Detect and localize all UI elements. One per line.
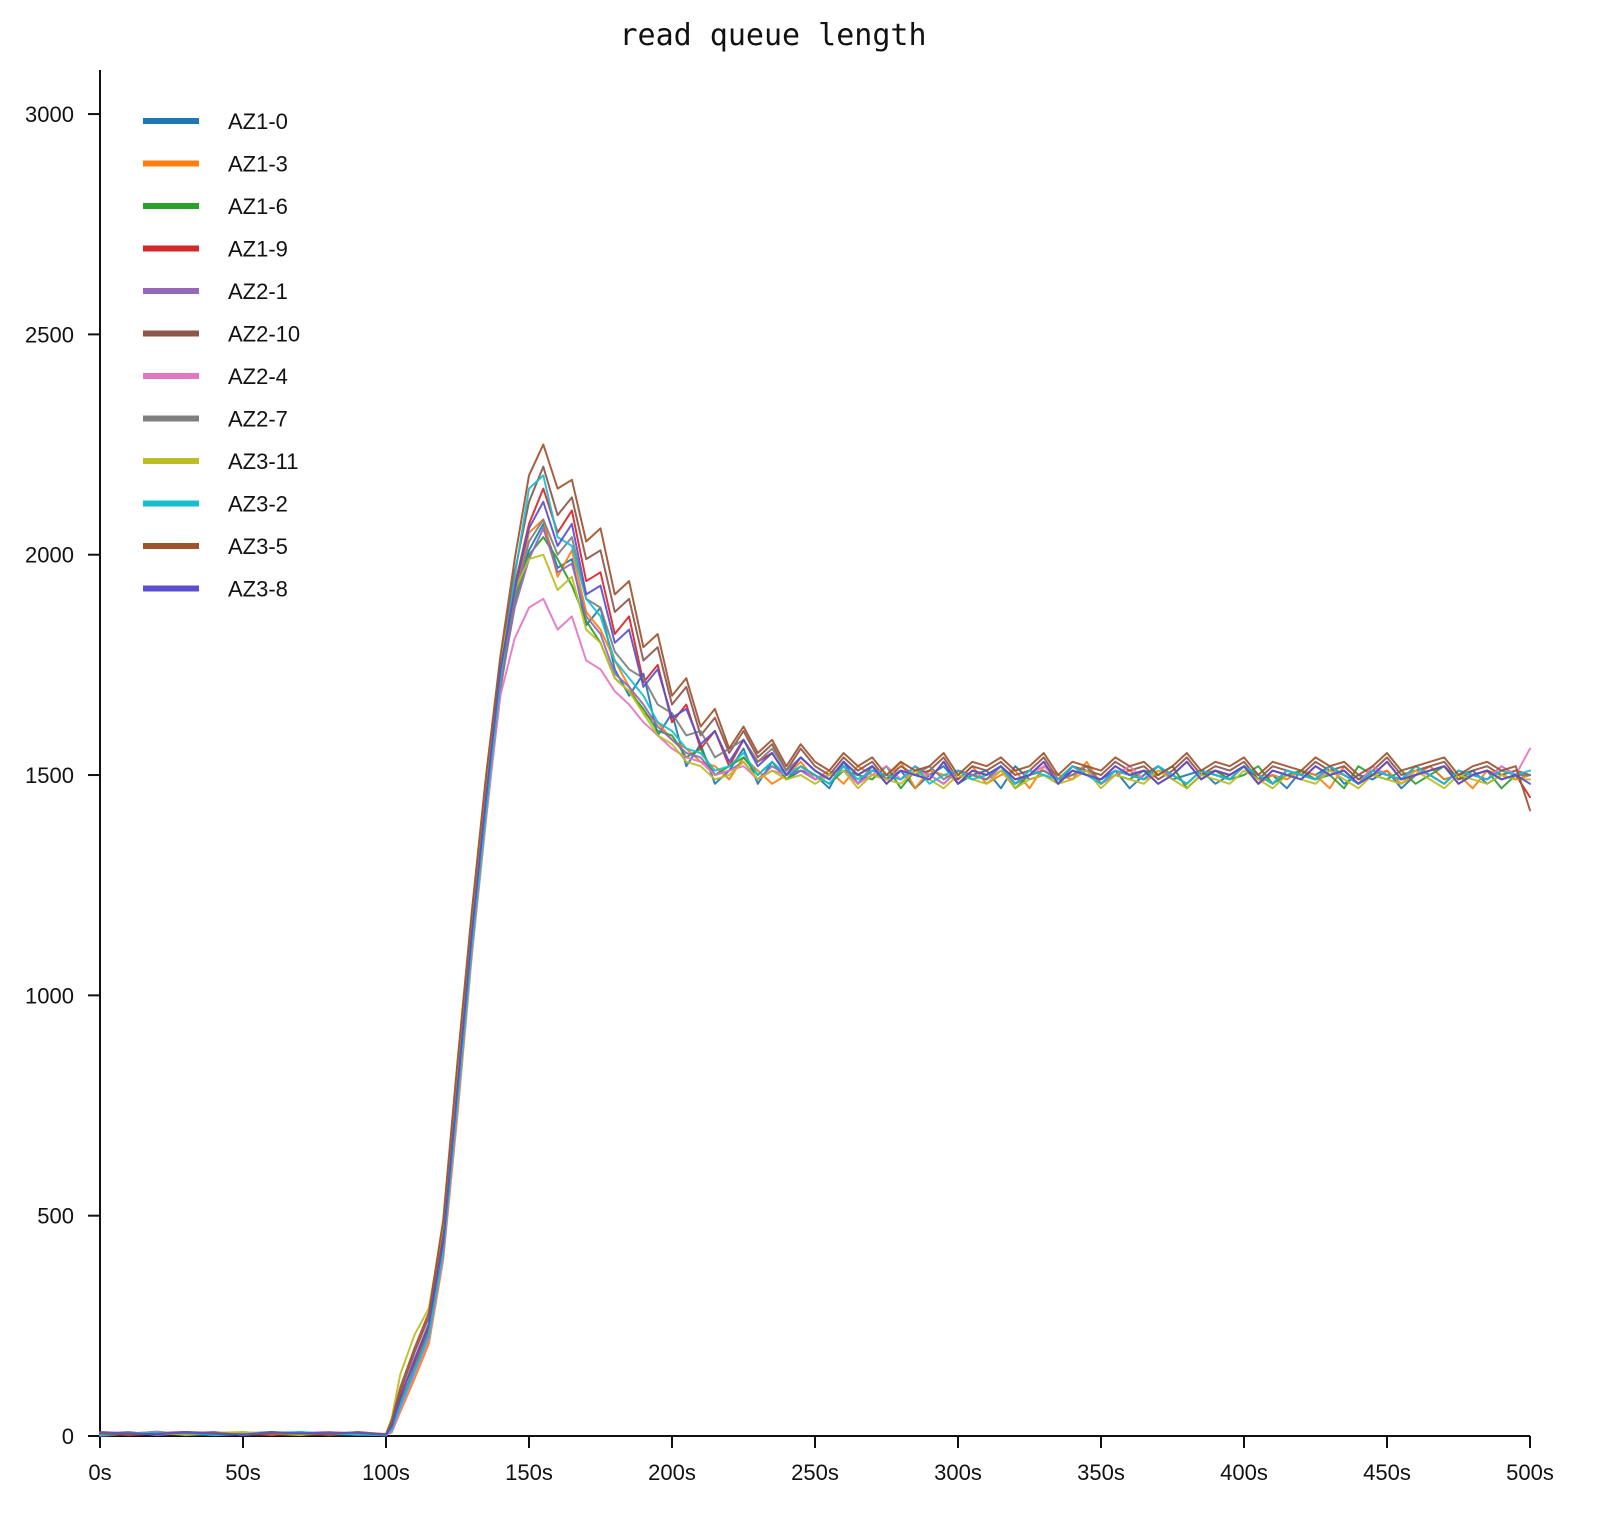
series-line-az3-5 <box>99 443 1531 1436</box>
legend-label: AZ1-3 <box>228 152 288 177</box>
series-line-az2-4 <box>99 597 1531 1437</box>
y-tick-label: 2500 <box>25 322 74 347</box>
series-line-az2-7 <box>99 518 1531 1437</box>
legend-label: AZ2-1 <box>228 279 288 304</box>
x-tick-label: 50s <box>225 1460 260 1485</box>
series-line-az1-3 <box>99 518 1531 1437</box>
series-line-az1-6 <box>99 536 1531 1437</box>
x-tick-label: 100s <box>362 1460 410 1485</box>
y-tick-label: 1500 <box>25 763 74 788</box>
legend-label: AZ2-4 <box>228 364 288 389</box>
y-tick-label: 500 <box>37 1204 74 1229</box>
x-tick-label: 300s <box>934 1460 982 1485</box>
series-line-az2-10 <box>99 465 1531 1437</box>
legend-label: AZ1-6 <box>228 194 288 219</box>
series-line-az3-2 <box>99 474 1531 1437</box>
x-tick-label: 150s <box>505 1460 553 1485</box>
series-layer <box>99 443 1531 1437</box>
chart-title: read queue length <box>619 18 926 53</box>
legend-label: AZ1-0 <box>228 109 288 134</box>
axes: 0 500 1000 1500 2000 2500 3000 0s 50s 100s 150s 200… <box>25 70 1554 1485</box>
x-tick-label: 400s <box>1220 1460 1268 1485</box>
legend-label: AZ1-9 <box>228 237 288 262</box>
legend-label: AZ3-2 <box>228 492 288 517</box>
x-tick-label: 350s <box>1077 1460 1125 1485</box>
series-line-az1-0 <box>99 522 1531 1437</box>
legend: AZ1-0 AZ1-3 AZ1-6 AZ1-9 AZ2-1 AZ2-10 AZ2-4 AZ2-… <box>143 109 300 602</box>
x-tick-label: 250s <box>791 1460 839 1485</box>
y-tick-label: 0 <box>62 1424 74 1449</box>
legend-label: AZ3-5 <box>228 534 288 559</box>
series-line-az3-8 <box>99 500 1531 1436</box>
y-tick-label: 1000 <box>25 983 74 1008</box>
y-tick-label: 2000 <box>25 543 74 568</box>
x-tick-label: 450s <box>1363 1460 1411 1485</box>
y-tick-label: 3000 <box>25 102 74 127</box>
legend-label: AZ3-11 <box>228 449 299 474</box>
series-line-az1-9 <box>99 487 1531 1437</box>
x-tick-label: 500s <box>1506 1460 1554 1485</box>
x-tick-label: 0s <box>88 1460 111 1485</box>
series-line-az2-1 <box>99 527 1531 1437</box>
legend-label: AZ2-10 <box>228 322 300 347</box>
legend-label: AZ2-7 <box>228 407 288 432</box>
x-tick-label: 200s <box>648 1460 696 1485</box>
legend-label: AZ3-8 <box>228 577 288 602</box>
series-line-az3-11 <box>99 553 1531 1437</box>
